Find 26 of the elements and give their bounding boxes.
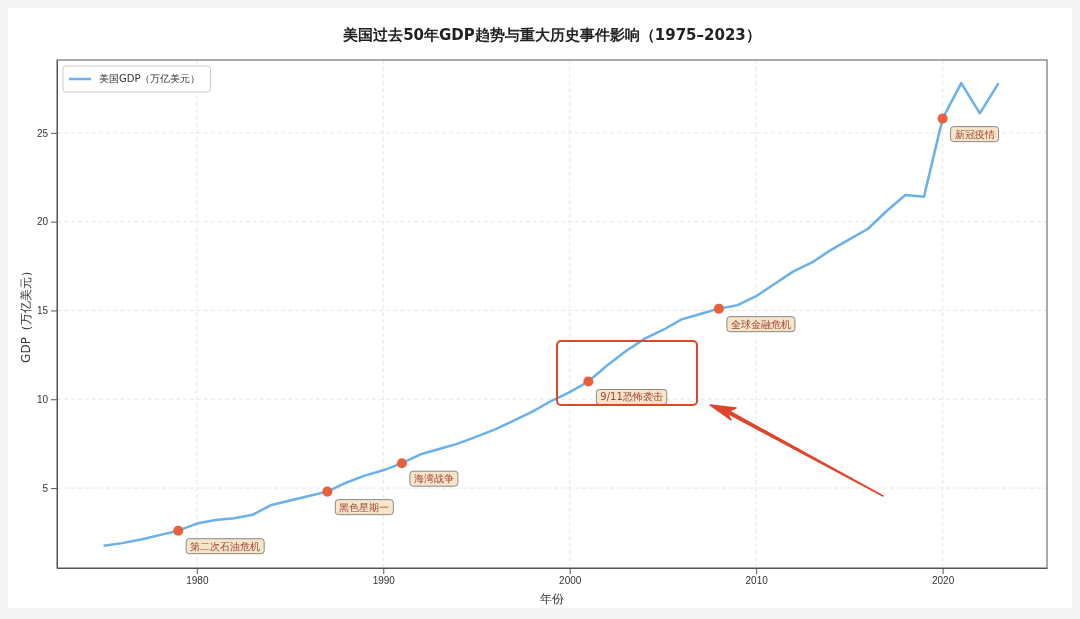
y-tick-label: 25 [36, 127, 49, 139]
point [937, 113, 948, 124]
y-tick-label: 5 [42, 482, 49, 494]
x-tick-label: 2000 [559, 575, 582, 587]
point [396, 458, 407, 469]
point [713, 303, 724, 314]
y-axis-title: GDP（万亿美元） [19, 265, 33, 363]
annotation: 海湾战争 [413, 473, 454, 485]
x-tick-label: 1980 [186, 575, 209, 587]
annotation: 黑色星期一 [339, 501, 390, 513]
annotation: 9/11恐怖袭击 [600, 391, 663, 403]
annotation: 全球金融危机 [730, 318, 791, 330]
point [173, 525, 184, 536]
x-axis-title: 年份 [540, 592, 564, 606]
x-tick-label: 2010 [745, 575, 769, 587]
y-tick-label: 20 [36, 216, 49, 228]
point [583, 376, 594, 387]
y-tick-label: 10 [36, 393, 49, 405]
chart-title: 美国过去50年GDP趋势与重大历史事件影响（1975–2023） [342, 26, 761, 44]
x-tick-label: 1990 [372, 575, 396, 587]
legend-label: 美国GDP（万亿美元） [99, 73, 201, 84]
point [322, 486, 333, 497]
annotation: 第二次石油危机 [190, 540, 261, 552]
y-tick-label: 15 [36, 305, 49, 317]
annotation: 新冠疫情 [954, 128, 995, 140]
x-tick-label: 2020 [931, 575, 955, 587]
